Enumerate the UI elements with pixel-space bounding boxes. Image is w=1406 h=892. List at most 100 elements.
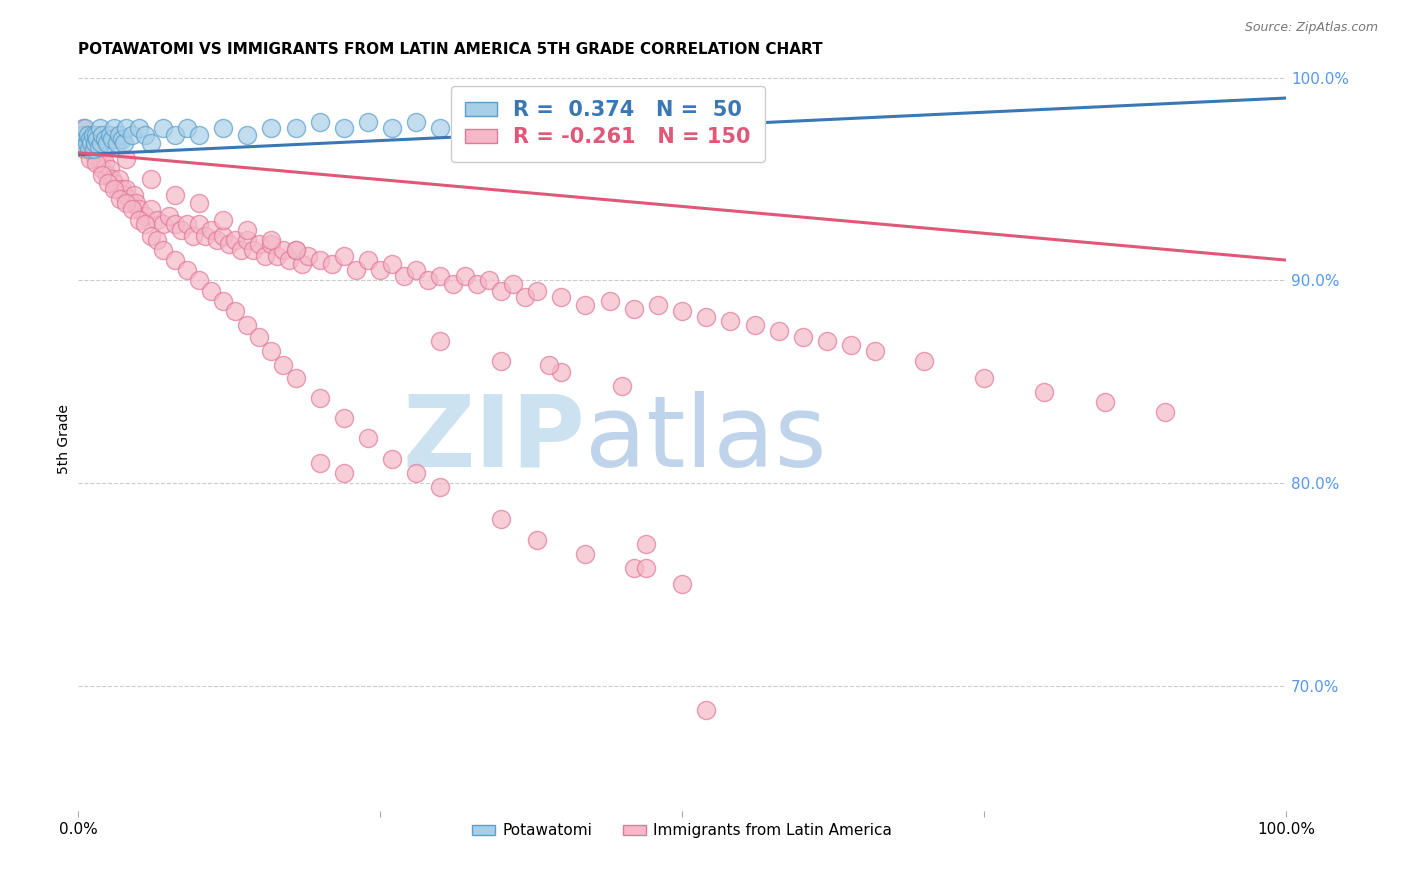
Point — [163, 217, 186, 231]
Point — [212, 293, 235, 308]
Point — [634, 537, 657, 551]
Point — [381, 257, 404, 271]
Point — [86, 131, 108, 145]
Point — [79, 131, 101, 145]
Point — [344, 263, 367, 277]
Point — [308, 115, 330, 129]
Point — [297, 249, 319, 263]
Point — [247, 330, 270, 344]
Point — [368, 263, 391, 277]
Point — [574, 298, 596, 312]
Text: atlas: atlas — [585, 391, 827, 488]
Point — [120, 196, 142, 211]
Point — [101, 131, 124, 145]
Point — [453, 269, 475, 284]
Point — [815, 334, 838, 348]
Point — [110, 131, 132, 145]
Point — [77, 142, 100, 156]
Point — [84, 136, 107, 150]
Point — [187, 128, 209, 142]
Point — [623, 561, 645, 575]
Point — [84, 156, 107, 170]
Point — [110, 192, 132, 206]
Point — [105, 136, 128, 150]
Point — [695, 703, 717, 717]
Point — [212, 228, 235, 243]
Point — [489, 354, 512, 368]
Point — [405, 115, 427, 129]
Point — [134, 209, 156, 223]
Point — [115, 152, 138, 166]
Point — [152, 121, 174, 136]
Point — [128, 121, 150, 136]
Point — [181, 228, 204, 243]
Point — [768, 324, 790, 338]
Point — [128, 202, 150, 217]
Point — [441, 277, 464, 292]
Point — [610, 378, 633, 392]
Point — [526, 284, 548, 298]
Point — [76, 128, 98, 142]
Point — [75, 131, 97, 145]
Point — [224, 233, 246, 247]
Point — [236, 233, 259, 247]
Legend: Potawatomi, Immigrants from Latin America: Potawatomi, Immigrants from Latin Americ… — [465, 817, 898, 845]
Point — [115, 182, 138, 196]
Point — [381, 121, 404, 136]
Point — [125, 196, 148, 211]
Point — [242, 243, 264, 257]
Point — [176, 263, 198, 277]
Point — [308, 253, 330, 268]
Point — [84, 136, 107, 150]
Point — [260, 233, 283, 247]
Point — [83, 148, 105, 162]
Point — [194, 228, 217, 243]
Point — [247, 236, 270, 251]
Point — [1154, 405, 1177, 419]
Point — [79, 131, 101, 145]
Point — [260, 344, 283, 359]
Point — [82, 142, 104, 156]
Text: Source: ZipAtlas.com: Source: ZipAtlas.com — [1244, 21, 1378, 34]
Point — [103, 176, 125, 190]
Point — [176, 217, 198, 231]
Point — [163, 188, 186, 202]
Point — [200, 284, 222, 298]
Point — [96, 168, 118, 182]
Point — [839, 338, 862, 352]
Point — [478, 273, 501, 287]
Point — [73, 142, 96, 156]
Point — [145, 212, 167, 227]
Point — [333, 466, 356, 480]
Point — [152, 243, 174, 257]
Point — [87, 139, 110, 153]
Point — [453, 115, 475, 129]
Point — [1033, 384, 1056, 399]
Point — [157, 209, 180, 223]
Point — [98, 161, 121, 176]
Point — [112, 188, 135, 202]
Point — [273, 243, 295, 257]
Point — [526, 533, 548, 547]
Point — [91, 128, 114, 142]
Point — [108, 172, 131, 186]
Point — [218, 236, 240, 251]
Point — [101, 172, 124, 186]
Text: ZIP: ZIP — [402, 391, 585, 488]
Point — [93, 131, 115, 145]
Point — [513, 289, 536, 303]
Point — [115, 121, 138, 136]
Point — [278, 253, 301, 268]
Point — [163, 253, 186, 268]
Point — [236, 128, 259, 142]
Point — [526, 115, 548, 129]
Point — [647, 298, 669, 312]
Point — [112, 136, 135, 150]
Point — [76, 128, 98, 142]
Point — [121, 128, 143, 142]
Point — [212, 212, 235, 227]
Point — [489, 284, 512, 298]
Point — [273, 359, 295, 373]
Y-axis label: 5th Grade: 5th Grade — [58, 404, 72, 475]
Point — [718, 314, 741, 328]
